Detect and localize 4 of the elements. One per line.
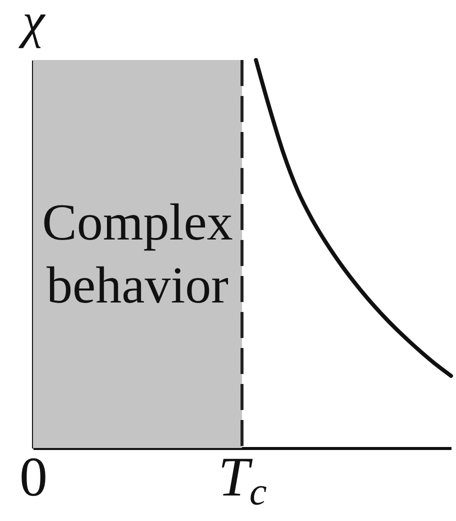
x-tick-label: 0 [20,446,48,508]
band-label: Complex behavior [42,194,233,315]
y-axis-title: χ [18,0,46,48]
x-tick-label: T$_{c}$ [218,446,267,514]
